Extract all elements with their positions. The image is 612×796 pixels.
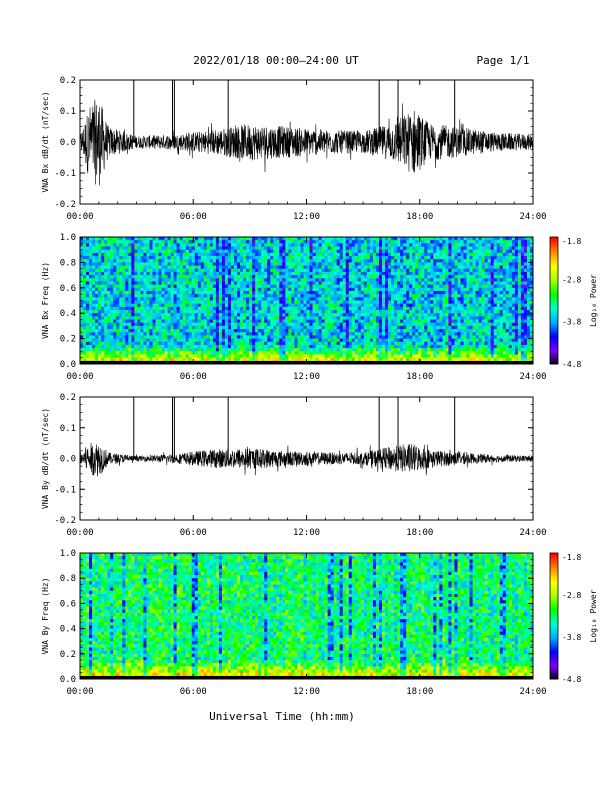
colorbar-tick-label: -1.8 bbox=[562, 237, 581, 246]
y-tick-label: 0.4 bbox=[60, 625, 76, 635]
by-waveform-panel: 0.2 0.1 0.0 -0.1 -0.2 VNA By dB/dt (nT/sec) 00… bbox=[41, 393, 547, 538]
x-tick-label: 00:00 bbox=[66, 212, 93, 222]
x-tick-label: 12:00 bbox=[293, 687, 320, 697]
y-tick-label: 1.0 bbox=[60, 233, 76, 243]
x-tick-label: 00:00 bbox=[66, 528, 93, 538]
y-tick-label: 0.6 bbox=[60, 284, 76, 294]
x-tick-label: 24:00 bbox=[519, 687, 546, 697]
plot-title: 2022/01/18 00:00–24:00 UT bbox=[193, 54, 359, 67]
y-tick-label: 0.0 bbox=[60, 360, 76, 370]
colorbar-label: Log₁₀ Power bbox=[589, 589, 598, 642]
bx-waveform-panel: 0.2 0.1 0.0 -0.1 -0.2 VNA Bx dB/dt (nT/sec) 00… bbox=[41, 76, 547, 222]
y-axis-label: VNA By Freq (Hz) bbox=[41, 577, 50, 654]
x-tick-label: 00:00 bbox=[66, 372, 93, 382]
waveform-trace bbox=[80, 443, 533, 476]
y-tick-label: -0.2 bbox=[54, 516, 76, 526]
y-tick-label: -0.1 bbox=[54, 485, 76, 495]
y-tick-label: 0.0 bbox=[60, 675, 76, 685]
x-tick-label: 06:00 bbox=[180, 212, 207, 222]
x-tick-label: 00:00 bbox=[66, 687, 93, 697]
x-tick-label: 18:00 bbox=[406, 372, 433, 382]
x-tick-label: 24:00 bbox=[519, 372, 546, 382]
bx-colorbar: -1.8 -2.8 -3.8 -4.8 Log₁₀ Power bbox=[550, 237, 598, 369]
colorbar-label: Log₁₀ Power bbox=[589, 274, 598, 327]
x-tick-label: 24:00 bbox=[519, 212, 546, 222]
y-axis-label: VNA Bx dB/dt (nT/sec) bbox=[41, 91, 50, 192]
y-tick-label: 0.2 bbox=[60, 650, 76, 660]
x-tick-label: 18:00 bbox=[406, 687, 433, 697]
y-tick-label: 0.8 bbox=[60, 258, 76, 268]
y-tick-label: 0.8 bbox=[60, 574, 76, 584]
y-tick-label: 0.6 bbox=[60, 599, 76, 609]
x-axis-label: Universal Time (hh:mm) bbox=[209, 710, 355, 723]
y-tick-label: 0.4 bbox=[60, 309, 76, 319]
y-tick-label: 1.0 bbox=[60, 549, 76, 559]
y-axis-label: VNA Bx Freq (Hz) bbox=[41, 262, 50, 339]
colorbar-tick-label: -3.8 bbox=[562, 633, 581, 642]
colorbar-tick-label: -2.8 bbox=[562, 275, 581, 284]
x-tick-label: 12:00 bbox=[293, 212, 320, 222]
y-tick-label: 0.2 bbox=[60, 76, 76, 86]
y-tick-label: 0.1 bbox=[60, 424, 76, 434]
y-tick-label: 0.0 bbox=[60, 138, 76, 148]
page-number: Page 1/1 bbox=[477, 54, 530, 67]
by-colorbar: -1.8 -2.8 -3.8 -4.8 Log₁₀ Power bbox=[550, 553, 598, 684]
x-tick-label: 24:00 bbox=[519, 528, 546, 538]
y-tick-label: 0.2 bbox=[60, 393, 76, 403]
colorbar-tick-label: -4.8 bbox=[562, 675, 581, 684]
colorbar-tick-label: -2.8 bbox=[562, 591, 581, 600]
x-tick-label: 18:00 bbox=[406, 212, 433, 222]
y-tick-label: -0.1 bbox=[54, 169, 76, 179]
bx-spectrogram-panel: 1.0 0.8 0.6 0.4 0.2 0.0 VNA Bx Freq (Hz) 00:00 0… bbox=[41, 233, 547, 382]
x-tick-label: 06:00 bbox=[180, 687, 207, 697]
y-tick-label: 0.2 bbox=[60, 335, 76, 345]
y-tick-label: 0.1 bbox=[60, 107, 76, 117]
y-tick-label: 0.0 bbox=[60, 455, 76, 465]
y-tick-label: -0.2 bbox=[54, 200, 76, 210]
colorbar-tick-label: -3.8 bbox=[562, 318, 581, 327]
x-tick-label: 12:00 bbox=[293, 528, 320, 538]
colorbar-tick-label: -4.8 bbox=[562, 360, 581, 369]
x-tick-label: 18:00 bbox=[406, 528, 433, 538]
x-tick-label: 06:00 bbox=[180, 372, 207, 382]
y-axis-label: VNA By dB/dt (nT/sec) bbox=[41, 408, 50, 509]
by-spectrogram-panel: 1.0 0.8 0.6 0.4 0.2 0.0 VNA By Freq (Hz) 00:00 0… bbox=[41, 549, 547, 697]
x-tick-label: 12:00 bbox=[293, 372, 320, 382]
waveform-trace bbox=[80, 100, 533, 186]
x-tick-label: 06:00 bbox=[180, 528, 207, 538]
colorbar-tick-label: -1.8 bbox=[562, 553, 581, 562]
